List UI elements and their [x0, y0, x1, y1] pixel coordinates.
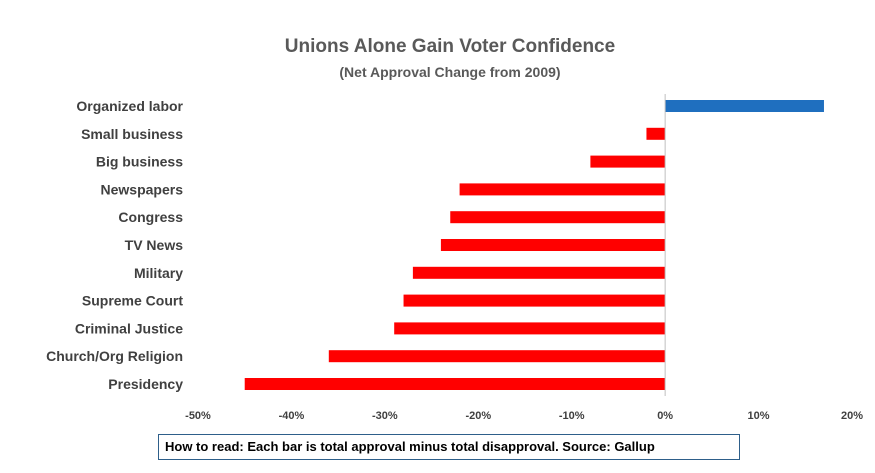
x-tick-label: -10% [559, 410, 585, 422]
bar-organized-labor [665, 100, 824, 112]
bar-church-org-religion [328, 350, 666, 363]
reading-note: How to read: Each bar is total approval … [158, 434, 740, 460]
chart-subtitle: (Net Approval Change from 2009) [339, 64, 561, 80]
category-label-organized-labor: Organized labor [76, 98, 183, 114]
x-tick-label: -50% [185, 410, 211, 422]
category-label-criminal-justice: Criminal Justice [75, 320, 183, 336]
bar-presidency [244, 378, 666, 390]
category-label-military: Military [134, 265, 183, 281]
chart-title: Unions Alone Gain Voter Confidence [284, 36, 616, 57]
x-tick-label: -40% [279, 410, 305, 422]
category-label-tv-news: TV News [125, 237, 184, 253]
category-label-small-business: Small business [81, 126, 183, 142]
x-tick-label: -30% [372, 410, 398, 422]
bar-criminal-justice [394, 322, 666, 335]
bar-congress [450, 211, 666, 224]
category-label-newspapers: Newspapers [101, 181, 184, 197]
bar-big-business [590, 155, 666, 168]
bar-tv-news [440, 239, 666, 251]
category-label-church-org-religion: Church/Org Religion [46, 348, 183, 364]
category-label-supreme-court: Supreme Court [82, 293, 183, 309]
x-tick-label: 0% [657, 410, 673, 422]
category-label-presidency: Presidency [108, 376, 183, 392]
bar-newspapers [459, 183, 666, 196]
x-tick-label: 20% [841, 410, 863, 422]
bar-small-business [646, 127, 666, 140]
x-tick-label: -20% [465, 410, 491, 422]
x-tick-label: 10% [748, 410, 770, 422]
category-label-big-business: Big business [96, 154, 183, 170]
category-label-congress: Congress [118, 209, 183, 225]
bar-supreme-court [403, 294, 666, 307]
bar-military [412, 266, 666, 279]
